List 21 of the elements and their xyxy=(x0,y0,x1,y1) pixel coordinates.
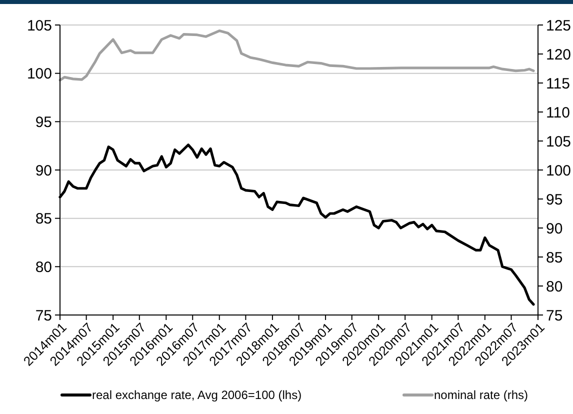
y2-tick-label: 115 xyxy=(546,75,570,92)
y2-tick-label: 95 xyxy=(546,191,563,208)
y2-tick-label: 90 xyxy=(546,220,563,238)
y2-tick-label: 120 xyxy=(546,46,572,64)
y-tick-label: 105 xyxy=(26,17,52,34)
y-tick-label: 80 xyxy=(35,258,52,276)
y2-tick-label: 125 xyxy=(546,17,572,34)
y-tick-label: 75 xyxy=(35,307,52,324)
line-series xyxy=(58,30,535,82)
y2-tick-label: 75 xyxy=(546,307,563,324)
y-tick-label: 90 xyxy=(35,162,52,180)
y-tick-label: 85 xyxy=(35,210,52,228)
y2-tick-label: 85 xyxy=(546,249,563,266)
y2-tick-label: 105 xyxy=(546,133,572,150)
y2-tick-label: 110 xyxy=(546,104,570,122)
y-tick-label: 95 xyxy=(35,114,52,131)
y2-tick-label: 80 xyxy=(546,278,563,296)
legend-label: real exchange rate, Avg 2006=100 (lhs) xyxy=(92,388,302,402)
y2-tick-label: 100 xyxy=(546,162,572,180)
y-tick-label: 100 xyxy=(26,66,52,83)
legend-label: nominal rate (rhs) xyxy=(434,388,528,402)
